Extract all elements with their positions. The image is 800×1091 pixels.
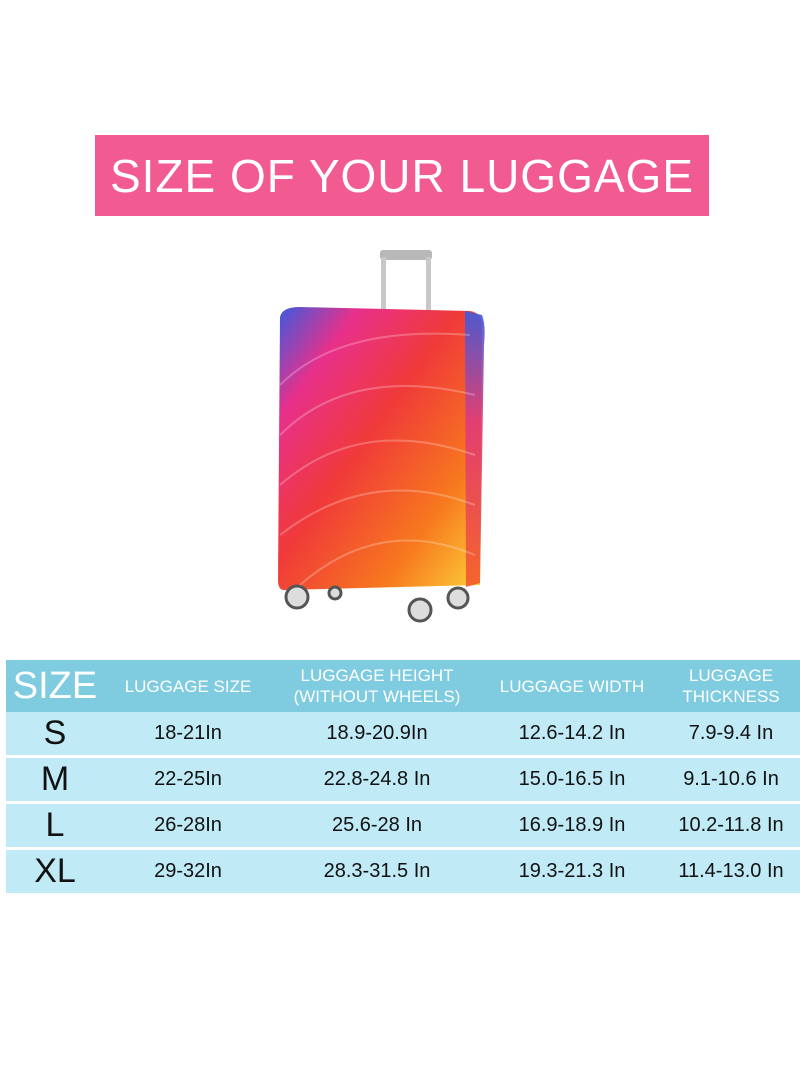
luggage-size-cell: 26-28In (154, 814, 222, 836)
thickness-cell: 11.4-13.0 In (678, 860, 784, 882)
title-banner: SIZE OF YOUR LUGGAGE (95, 135, 709, 216)
height-cell: 18.9-20.9In (326, 722, 428, 744)
header-luggage-thickness: LUGGAGE THICKNESS (682, 666, 780, 706)
luggage-size-cell: 29-32In (154, 860, 222, 882)
thickness-cell: 9.1-10.6 In (683, 768, 779, 790)
header-size: SIZE (12, 664, 98, 707)
size-cell: XL (34, 852, 76, 890)
header-luggage-width: LUGGAGE WIDTH (499, 676, 645, 696)
table-row: XL 29-32In 28.3-31.5 In 19.3-21.3 In 11.… (6, 850, 800, 896)
size-cell: S (43, 714, 67, 752)
table-row: L 26-28In 25.6-28 In 16.9-18.9 In 10.2-1… (6, 804, 800, 850)
width-cell: 16.9-18.9 In (518, 814, 626, 836)
size-cell: M (40, 760, 70, 798)
height-cell: 25.6-28 In (331, 814, 423, 836)
suitcase-image (278, 250, 485, 623)
width-cell: 19.3-21.3 In (518, 860, 626, 882)
size-cell: L (45, 806, 65, 844)
header-luggage-size: LUGGAGE SIZE (124, 676, 252, 696)
table-header-row: SIZE LUGGAGE SIZE LUGGAGE HEIGHT (WITHOU… (6, 660, 800, 712)
table-row: S 18-21In 18.9-20.9In 12.6-14.2 In 7.9-9… (6, 712, 800, 758)
table-row: M 22-25In 22.8-24.8 In 15.0-16.5 In 9.1-… (6, 758, 800, 804)
wheels (284, 584, 470, 623)
thickness-cell: 10.2-11.8 In (678, 814, 784, 836)
size-chart-table: SIZE LUGGAGE SIZE LUGGAGE HEIGHT (WITHOU… (6, 660, 800, 896)
luggage-size-cell: 18-21In (154, 722, 222, 744)
header-luggage-height: LUGGAGE HEIGHT (WITHOUT WHEELS) (293, 666, 461, 706)
width-cell: 15.0-16.5 In (518, 768, 626, 790)
trolley-handle (380, 250, 432, 317)
width-cell: 12.6-14.2 In (518, 722, 626, 744)
height-cell: 28.3-31.5 In (323, 860, 431, 882)
height-cell: 22.8-24.8 In (323, 768, 431, 790)
luggage-size-cell: 22-25In (154, 768, 222, 790)
banner-title: SIZE OF YOUR LUGGAGE (109, 149, 695, 202)
thickness-cell: 7.9-9.4 In (688, 722, 774, 744)
